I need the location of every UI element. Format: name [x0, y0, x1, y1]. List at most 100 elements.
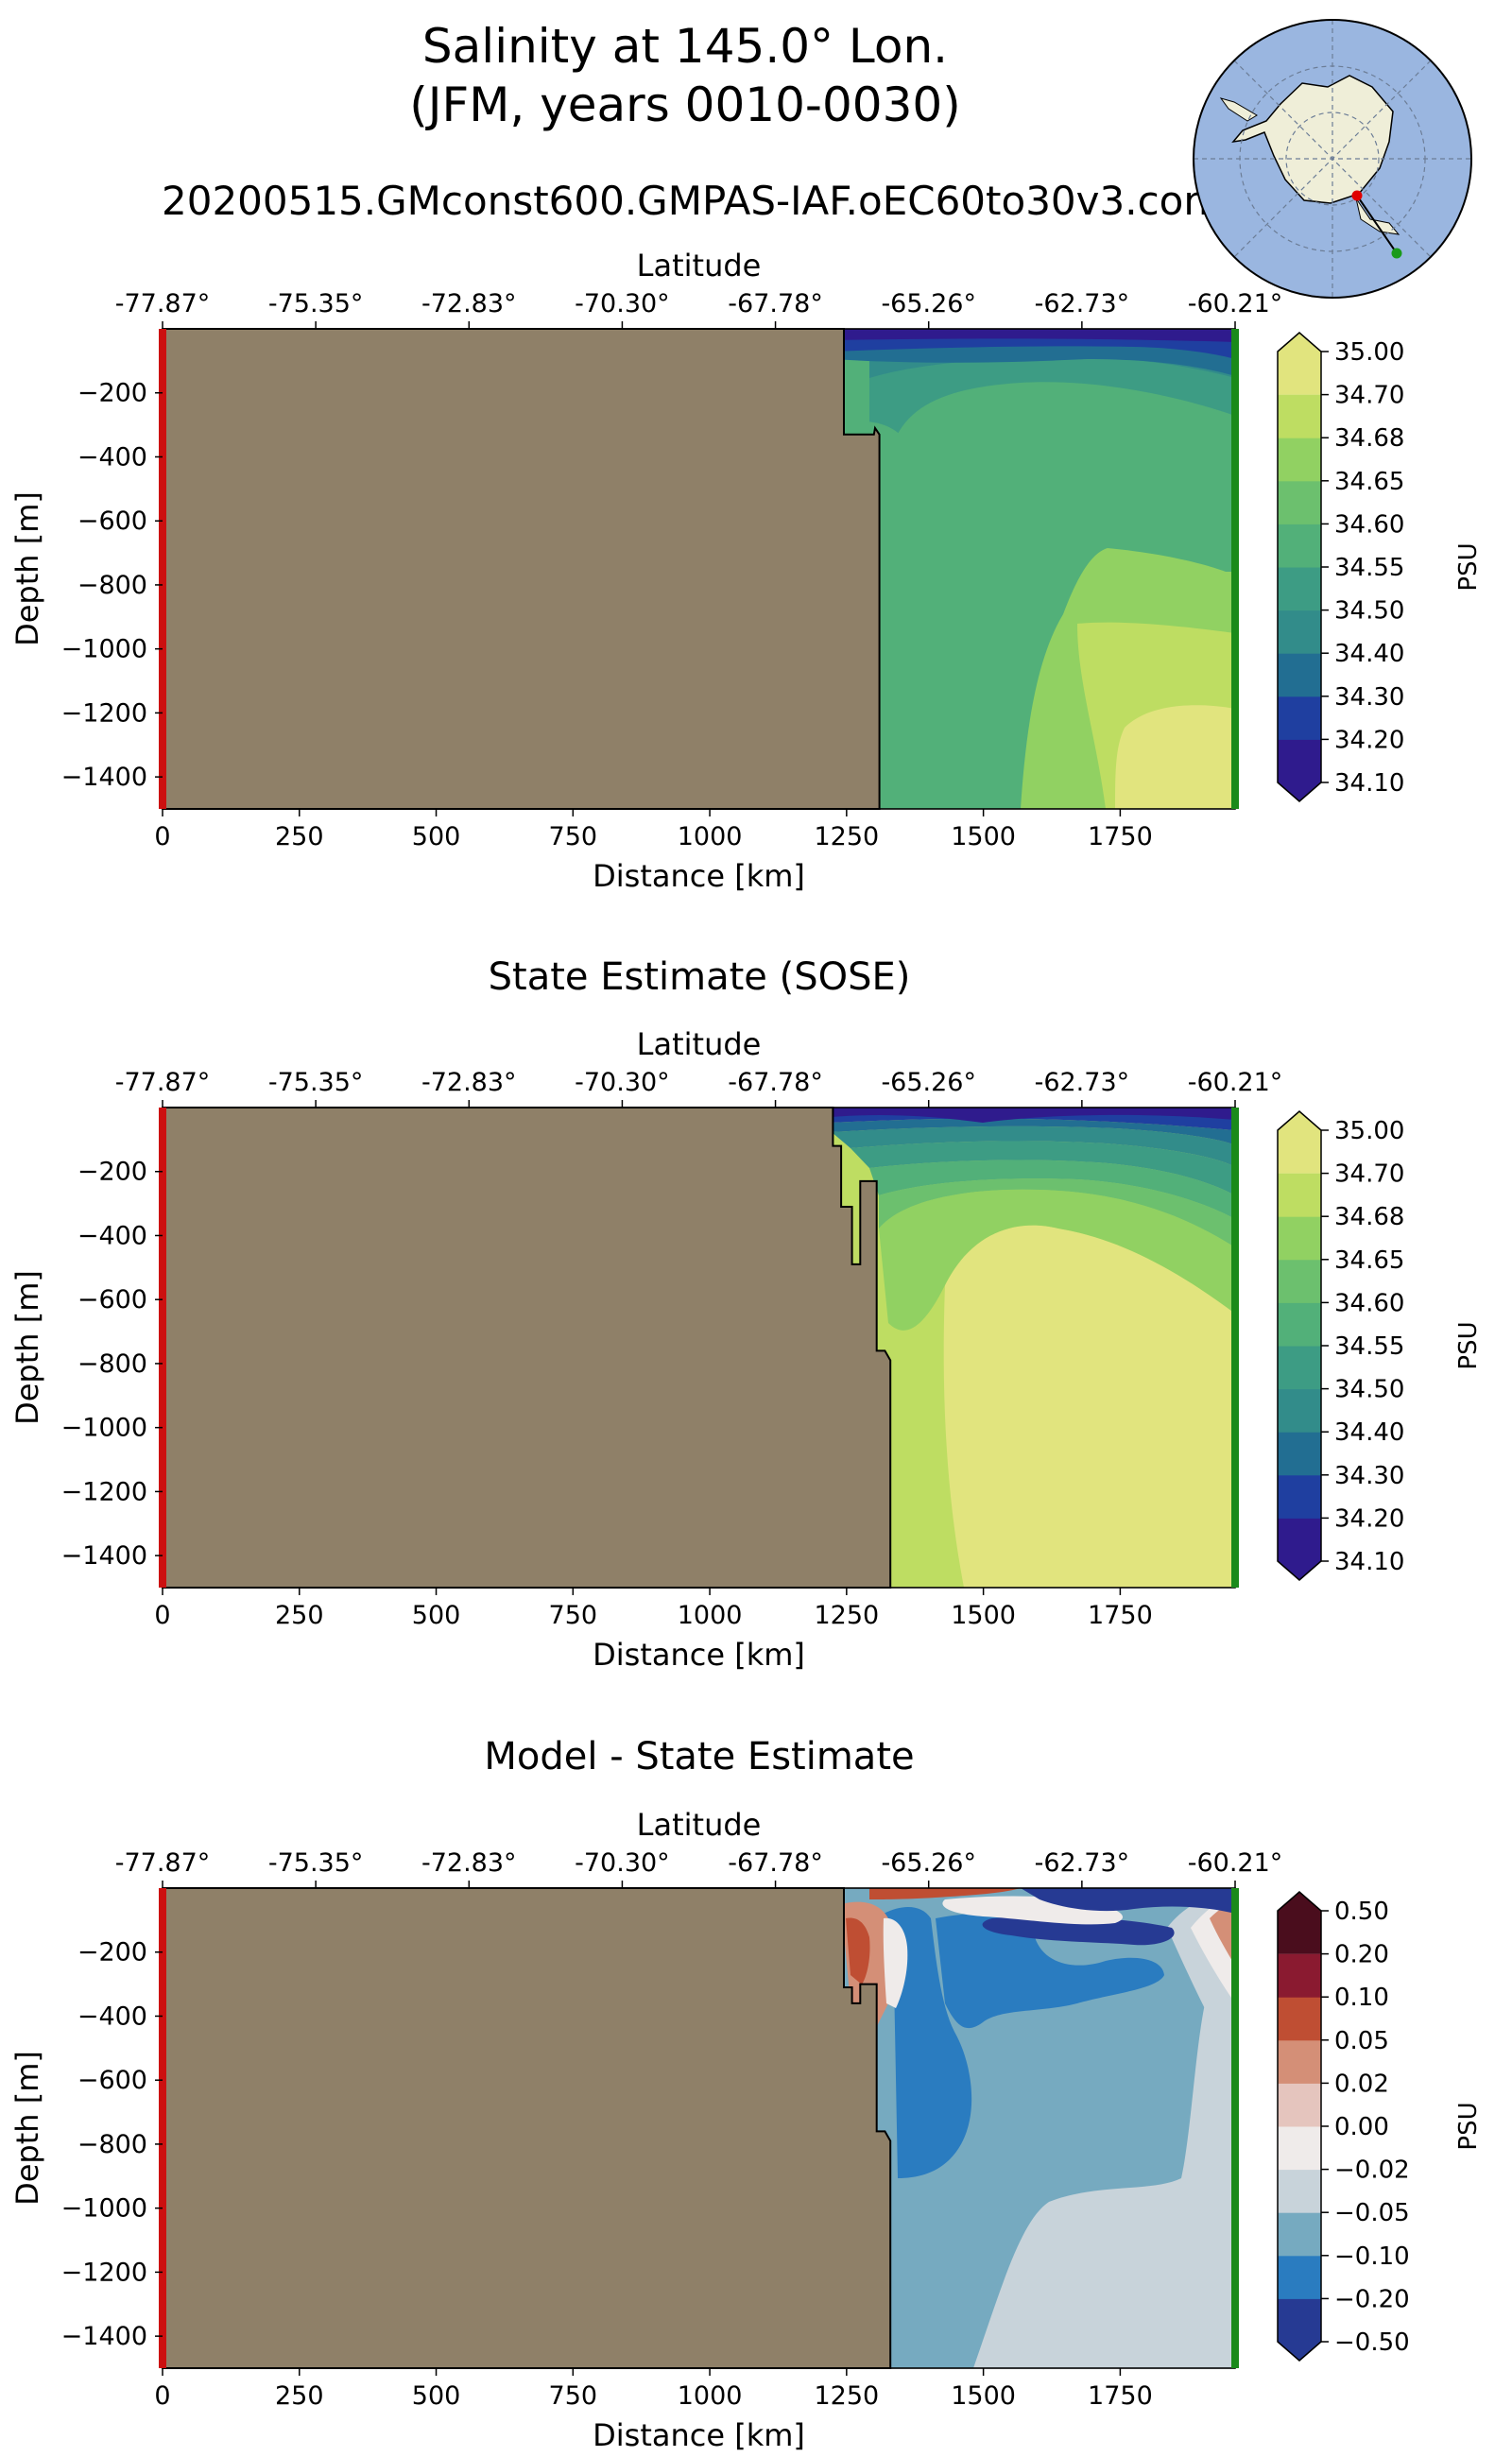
panel-sose-lat-tick-label: -72.83° [421, 1068, 517, 1097]
locator-map [1193, 19, 1472, 299]
panel-difference-top-xlabel: Latitude [637, 1807, 762, 1843]
panel-difference-lat-tick-label: -77.87° [115, 1848, 211, 1878]
panel-difference-ylabel: Depth [m] [9, 2051, 45, 2206]
panel-model-colorbar-segment [1278, 739, 1321, 801]
panel-sose-colorbar-tick-label: 34.10 [1334, 1548, 1404, 1576]
panel-sose-colorbar-tick-label: 34.60 [1334, 1289, 1404, 1317]
panel-sose-colorbar-tick-label: 34.20 [1334, 1504, 1404, 1533]
panel-difference-colorbar-segment [1278, 1953, 1321, 1998]
panel-sose-colorbar-segment [1278, 1346, 1321, 1390]
panel-model-colorbar-tick-label: 34.65 [1334, 468, 1404, 496]
panel-difference-lat-tick-label: -62.73° [1035, 1848, 1130, 1878]
panel-difference-xtick-label: 250 [275, 2381, 324, 2411]
panel-sose-start-marker [159, 1108, 166, 1588]
panel-difference-lat-tick-label: -70.30° [575, 1848, 670, 1878]
panel-model-ytick-label: −200 [77, 379, 147, 408]
panel-difference-xtick-label: 1500 [951, 2381, 1016, 2411]
panel-model-land [162, 328, 881, 810]
panel-model-colorbar-label: PSU [1454, 542, 1483, 591]
panel-model-colorbar-segment [1278, 567, 1321, 611]
panel-sose-colorbar-segment [1278, 1432, 1321, 1476]
panel-model-start-marker [159, 329, 166, 809]
map-graticule [1194, 20, 1471, 298]
panel-model-colorbar: 34.10 34.20 34.30 34.40 34.50 34.55 34.60 34.65… [1277, 332, 1483, 802]
panel-model-ytick-label: −1400 [61, 763, 147, 792]
panel-difference-lat-tick-label: -65.26° [881, 1848, 976, 1878]
panel-sose-ytick-label: −600 [77, 1285, 147, 1314]
panel-sose-ytick-label: −1000 [61, 1414, 147, 1443]
panel-model-colorbar-segment [1278, 653, 1321, 697]
panel-difference-axes: 0 250 500 750 1000 1250 1500 1750 −200 −400 −600 −8… [9, 1807, 1282, 2453]
panel-model-lat-tick-label: -70.30° [575, 289, 670, 318]
panel-difference-colorbar-segment [1278, 2083, 1321, 2127]
panel-sose-ytick-label: −1400 [61, 1541, 147, 1571]
panel-sose-colorbar-segment [1278, 1216, 1321, 1261]
panel-difference-title: Model - State Estimate [484, 1735, 914, 1778]
panel-sose-lat-tick-label: -75.35° [268, 1068, 364, 1097]
panel-model-colorbar-segment [1278, 696, 1321, 740]
panel-model-xlabel: Distance [km] [593, 858, 805, 894]
run-name: 20200515.GMconst600.GMPAS-IAF.oEC60to30v… [162, 178, 1209, 224]
panel-difference-colorbar-tick-label: −0.10 [1334, 2242, 1410, 2271]
figure-title-line1: Salinity at 145.0° Lon. [421, 19, 949, 74]
panel-difference-ytick-label: −1000 [61, 2194, 147, 2224]
panel-sose-title: State Estimate (SOSE) [489, 955, 911, 999]
panel-difference-colorbar-tick-label: 0.50 [1334, 1898, 1389, 1926]
panel-difference-lat-tick-label: -75.35° [268, 1848, 364, 1878]
panel-model-colorbar-tick-label: 34.30 [1334, 683, 1404, 712]
panel-sose-colorbar-segment [1278, 1518, 1321, 1580]
panel-difference-xtick-label: 1750 [1088, 2381, 1153, 2411]
panel-model-xtick-label: 750 [549, 822, 598, 851]
panel-sose-lat-tick-label: -70.30° [575, 1068, 670, 1097]
panel-model-colorbar-tick-label: 34.50 [1334, 597, 1404, 626]
panel-sose-xtick-label: 1000 [678, 1601, 743, 1630]
panel-sose-lat-tick-label: -77.87° [115, 1068, 211, 1097]
panel-model-colorbar-tick-label: 35.00 [1334, 338, 1404, 367]
panel-model-xtick-label: 500 [412, 822, 461, 851]
panel-model-lat-tick-label: -67.78° [728, 289, 823, 318]
panel-difference-ytick-label: −1200 [61, 2258, 147, 2287]
panel-sose-colorbar-tick-label: 34.68 [1334, 1203, 1404, 1231]
panel-model-ytick-label: −1000 [61, 635, 147, 664]
panel-sose-lat-tick-label: -67.78° [728, 1068, 823, 1097]
panel-sose-land [162, 1107, 892, 1589]
panel-model-colorbar-segment [1278, 438, 1321, 482]
panel-sose-ytick-label: −1200 [61, 1477, 147, 1506]
panel-difference-xtick-label: 1250 [814, 2381, 879, 2411]
panel-difference-lat-tick-label: -60.21° [1188, 1848, 1283, 1878]
panel-model: 0 250 500 750 1000 1250 1500 1750 −200 −400 −600 −8… [9, 248, 1483, 894]
panel-difference-end-marker [1231, 1888, 1239, 2368]
panel-model-colorbar-segment [1278, 610, 1321, 654]
panel-sose: State Estimate (SOSE) 0 250 500 750 1000 1250… [9, 955, 1483, 1673]
panel-model-xtick-label: 250 [275, 822, 324, 851]
panel-model-colorbar-tick-label: 34.20 [1334, 726, 1404, 754]
panel-sose-ylabel: Depth [m] [9, 1270, 45, 1425]
panel-difference-colorbar-tick-label: −0.50 [1334, 2328, 1410, 2357]
panel-difference-colorbar: −0.50 −0.20 −0.10 −0.05 −0.02 0.00 0.02 0.05 0.1… [1277, 1891, 1483, 2362]
panel-sose-end-marker [1231, 1108, 1239, 1588]
panel-sose-lat-tick-label: -62.73° [1035, 1068, 1130, 1097]
panel-model-xtick-label: 1750 [1088, 822, 1153, 851]
panel-difference-colorbar-tick-label: 0.20 [1334, 1941, 1389, 1969]
panel-sose-top-xlabel: Latitude [637, 1026, 762, 1062]
panel-model-lat-tick-label: -65.26° [881, 289, 976, 318]
panel-model-lat-tick-label: -72.83° [421, 289, 517, 318]
panel-sose-colorbar-label: PSU [1454, 1321, 1483, 1369]
panel-difference: Model - State Estimate 0 250 500 750 1000 125… [9, 1735, 1483, 2453]
panel-sose-xtick-label: 500 [412, 1601, 461, 1630]
figure-title-line2: (JFM, years 0010-0030) [409, 77, 961, 132]
panel-sose-colorbar-tick-label: 34.40 [1334, 1418, 1404, 1447]
panel-sose-ytick-label: −400 [77, 1221, 147, 1250]
panel-sose-ytick-label: −200 [77, 1158, 147, 1187]
panel-difference-land [162, 1887, 892, 2369]
panel-sose-xtick-label: 750 [549, 1601, 598, 1630]
panel-difference-ytick-label: −1400 [61, 2322, 147, 2351]
panel-difference-colorbar-segment [1278, 2039, 1321, 2084]
map-border [1193, 19, 1472, 299]
panel-sose-colorbar-segment [1278, 1302, 1321, 1347]
panel-model-colorbar-tick-label: 34.40 [1334, 640, 1404, 668]
panel-sose-colorbar-segment [1278, 1388, 1321, 1433]
panel-difference-colorbar-segment [1278, 2126, 1321, 2171]
panel-sose-lat-tick-label: -60.21° [1188, 1068, 1283, 1097]
panel-model-xtick-label: 1500 [951, 822, 1016, 851]
